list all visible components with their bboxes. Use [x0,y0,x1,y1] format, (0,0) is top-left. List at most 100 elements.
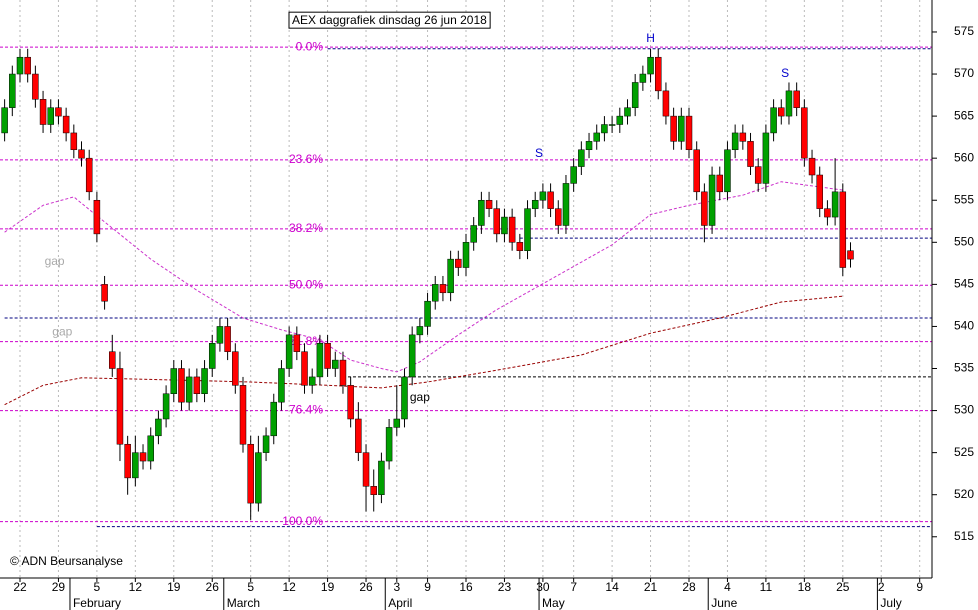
candle-body [462,242,470,268]
marks [1,48,854,520]
candle-body [139,452,147,462]
candle-body [316,343,324,378]
candle-body [239,385,247,445]
candle-body [255,452,262,504]
candle-body [416,326,424,336]
candle-body [393,418,401,428]
candle-body [601,124,608,134]
candle-body [608,124,616,126]
candle-body [62,115,70,134]
y-tick-label: 525 [954,445,974,459]
candle-body [362,452,370,487]
candle-body [70,132,78,151]
candle-body [216,326,224,344]
candle-body [724,149,731,193]
candle-body [616,115,624,125]
grid: 0.0%23.6%38.2%50.0%61.8%76.4%100.0% [0,0,932,578]
x-tick-label: 18 [798,580,812,594]
y-tick-label: 520 [954,487,974,501]
candle-body [24,56,31,75]
candle-body [93,199,101,235]
x-tick-label: 12 [282,580,296,594]
x-tick-label: 14 [605,580,619,594]
x-tick-label: 22 [13,580,27,594]
candle-body [831,191,839,218]
candle-body [378,460,385,495]
y-tick-label: 560 [954,150,974,164]
y-tick-label: 550 [954,234,974,248]
month-label: April [388,596,412,610]
candle-body [793,90,800,108]
candle-body [116,368,124,445]
candle-body [762,132,770,184]
x-tick-label: 4 [724,580,731,594]
fib-label: 50.0% [289,277,323,291]
candle-body [55,107,62,117]
candle-body [555,208,562,226]
x-tick-label: 26 [359,580,373,594]
candle-body [185,376,193,403]
candle-body [562,183,570,226]
annotation: S [781,66,789,80]
candle-body [355,418,362,453]
x-tick-label: 11 [760,580,773,594]
candle-body [508,216,516,243]
candle-body [178,368,185,403]
candle-body [639,73,647,83]
x-tick-label: 12 [129,580,143,594]
candle-body [693,149,700,193]
fib-label: 100.0% [282,514,323,528]
month-label: February [73,596,121,610]
x-tick-label: 16 [459,580,473,594]
y-tick-label: 545 [954,277,974,291]
y-tick-label: 565 [954,108,974,122]
candle-body [16,56,24,75]
candle-body [539,191,547,201]
candle-body [401,376,408,420]
candle-body [778,107,785,117]
candle-body [32,73,39,100]
candle-body [155,418,162,437]
moving-average [4,181,843,373]
x-tick-label: 9 [424,580,431,594]
x-tick-label: 26 [206,580,220,594]
candle-body [224,326,231,352]
candle-body [162,393,170,420]
candle-body [747,141,754,167]
x-tick-label: 19 [167,580,181,594]
x-tick-label: 25 [836,580,850,594]
candle-body [47,107,55,125]
candle-body [439,284,447,294]
candle-body [501,216,508,235]
month-label: July [880,596,901,610]
candle-body [678,115,685,142]
candle-body [193,376,201,394]
x-tick-label: 29 [52,580,66,594]
annotation: gap [45,254,65,268]
candle-body [85,157,93,193]
candle-body [9,73,16,108]
candle-body [654,56,662,92]
candle-body [262,435,270,453]
candle-body [631,82,639,108]
annotation: gap [410,390,430,404]
y-tick-label: 535 [954,361,974,375]
candle-body [147,435,154,462]
x-tick-label: 23 [498,580,512,594]
candle-body [232,351,239,386]
candle-body [285,334,293,369]
candle-body [662,90,670,117]
candle-body [485,199,493,209]
x-tick-label: 30 [536,580,550,594]
candle-body [716,174,724,193]
annotation: gap [52,325,72,339]
candle-body [739,132,747,142]
candle-body [470,225,477,243]
candle-body [39,99,47,125]
month-label: June [711,596,737,610]
candle-body [808,157,816,176]
candle-body [647,56,654,75]
copyright: © ADN Beursanalyse [10,554,123,568]
